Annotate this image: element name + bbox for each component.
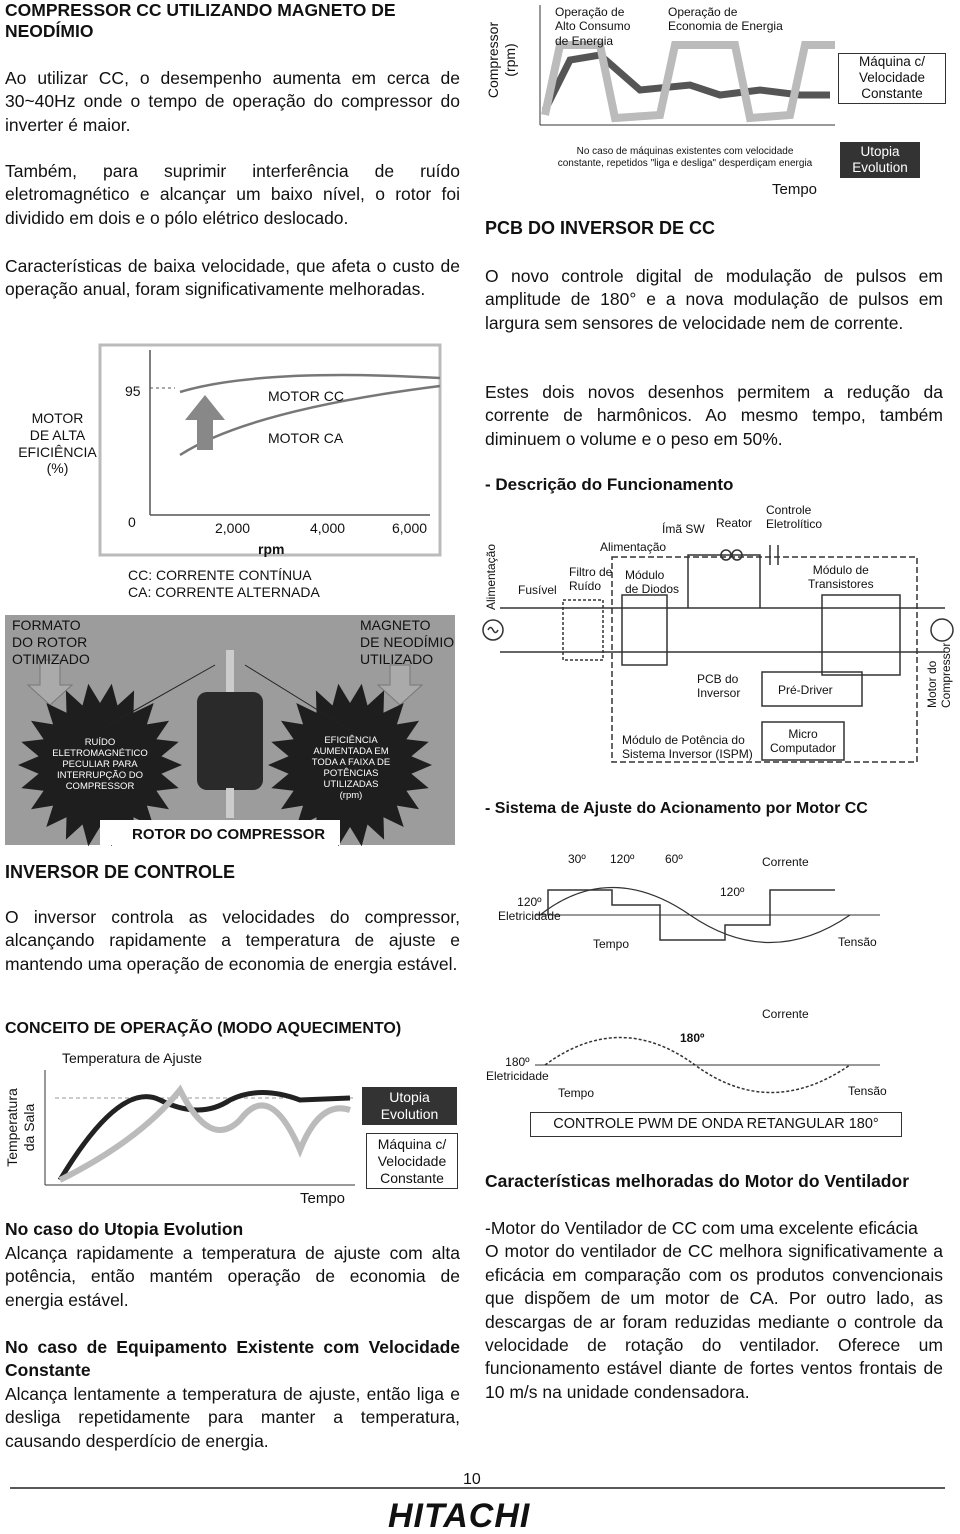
note: No caso de máquinas existentes com veloc… — [557, 146, 813, 169]
label: 120º Eletricidade — [498, 895, 561, 924]
label: 60º — [665, 852, 683, 866]
label: 120º — [610, 852, 635, 866]
series-label: MOTOR CA — [268, 430, 344, 446]
label: 180º — [680, 1031, 705, 1045]
paragraph: O inversor controla as velocidades do co… — [5, 907, 460, 974]
constant-curve — [58, 1084, 351, 1183]
label: Operação de Economia de Energia — [668, 5, 783, 34]
utopia-ribbon — [541, 51, 830, 112]
series-label: MOTOR CC — [268, 388, 344, 404]
brand: HITACHI — [388, 1497, 531, 1534]
paragraph: -Motor do Ventilador de CC com uma excel… — [485, 1218, 943, 1402]
label: Tempo — [593, 937, 630, 951]
paragraph: Ao utilizar CC, o desempenho aumenta em … — [5, 68, 460, 135]
tick-label: 2,000 — [215, 520, 251, 536]
x-label: Tempo — [300, 1190, 346, 1207]
label: Tempo — [558, 1086, 595, 1100]
constant-ribbon — [541, 41, 835, 123]
label: Micro Computador — [770, 727, 837, 756]
arrow — [26, 659, 74, 706]
burst-text: RUÍDO ELETROMAGNÉTICO PECULIAR PARA INTE… — [52, 737, 148, 792]
tag: Máquina c/ Velocidade Constante — [838, 53, 946, 104]
tick-label: 4,000 — [310, 520, 346, 536]
x-label: rpm — [258, 541, 285, 557]
y-label: Compressor (rpm) — [485, 21, 518, 99]
circuit — [482, 545, 954, 763]
label: Ímã SW — [662, 522, 705, 536]
tag: Utopia Evolution — [362, 1087, 457, 1125]
paragraph: Alcança rapidamente a temperatura de aju… — [5, 1243, 460, 1310]
label: 120º — [720, 885, 745, 899]
tick-label: 0 — [128, 514, 136, 530]
heading: No caso do Utopia Evolution — [5, 1219, 244, 1239]
arrow — [376, 664, 424, 706]
heading: - Descrição do Funcionamento — [485, 475, 734, 494]
label: Tensão — [838, 935, 877, 949]
page-number: 10 — [463, 1471, 481, 1488]
label: Corrente — [762, 1007, 809, 1021]
pointer — [244, 664, 351, 731]
legend: CA: CORRENTE ALTERNADA — [128, 584, 320, 600]
label: Tensão — [848, 1084, 887, 1098]
starburst — [268, 683, 432, 847]
shaft — [226, 650, 234, 695]
chart-frame — [98, 343, 442, 557]
paragraph: O novo controle digital de modulação de … — [485, 266, 943, 333]
shaft — [226, 788, 234, 818]
heading: - Sistema de Ajuste do Acionamento por M… — [485, 800, 868, 817]
burst-text: EFICIÊNCIA AUMENTADA EM TODA A FAIXA DE … — [311, 735, 391, 801]
label: Motor do Compressor — [925, 642, 954, 708]
label: MAGNETO DE NEODÍMIO UTILIZADO — [360, 617, 455, 667]
label: Fusível — [518, 583, 557, 597]
label: Temperatura de Ajuste — [62, 1050, 203, 1066]
starburst — [18, 683, 182, 847]
label: Pré-Driver — [778, 683, 833, 697]
label: FORMATO DO ROTOR OTIMIZADO — [12, 617, 90, 667]
label-box: CONTROLE PWM DE ONDA RETANGULAR 180° — [530, 1112, 902, 1138]
label: Alimentação — [600, 540, 667, 554]
y-label: MOTOR DE ALTA EFICIÊNCIA (%) — [18, 410, 97, 477]
label: Controle Eletrolítico — [766, 503, 823, 532]
paragraph: Características de baixa velocidade, que… — [5, 256, 460, 300]
heading: INVERSOR DE CONTROLE — [5, 862, 236, 882]
tick-label: 6,000 — [392, 520, 428, 536]
label: 180º Eletricidade — [486, 1055, 549, 1084]
cc-curve — [179, 373, 441, 394]
caption: ROTOR DO COMPRESSOR — [132, 826, 326, 843]
utopia-curve — [57, 1090, 351, 1182]
label: Módulo de Potência do Sistema Inversor (… — [622, 733, 753, 762]
label: Alimentação — [484, 543, 498, 610]
caption-bg — [100, 820, 340, 845]
heading: PCB DO INVERSOR DE CC — [485, 218, 716, 238]
legend: CC: CORRENTE CONTÍNUA — [128, 567, 312, 583]
tag: Utopia Evolution — [840, 142, 920, 179]
tag: Máquina c/ Velocidade Constante — [366, 1133, 458, 1190]
label: 30º — [568, 852, 586, 866]
paragraph: Estes dois novos desenhos permitem a red… — [485, 382, 943, 449]
label: Corrente — [762, 855, 809, 869]
label: Reator — [716, 516, 753, 530]
heading: CONCEITO DE OPERAÇÃO (MODO AQUECIMENTO) — [5, 1020, 402, 1037]
heading: COMPRESSOR CC UTILIZANDO MAGNETO DE NEOD… — [5, 0, 396, 41]
y-label: Temperatura da Sala — [4, 1088, 37, 1167]
tick-label: 95 — [125, 383, 141, 399]
label: PCB do Inversor — [697, 672, 741, 701]
paragraph: Alcança lentamente a temperatura de ajus… — [5, 1384, 460, 1451]
label: Módulo de Transistores — [808, 563, 874, 592]
label: Módulo de Diodos — [625, 568, 680, 597]
label: Filtro de Ruído — [569, 565, 613, 594]
arrow — [185, 395, 225, 450]
heading: No caso de Equipamento Existente com Vel… — [5, 1337, 460, 1381]
heading: Características melhoradas do Motor do V… — [485, 1171, 909, 1191]
rotor — [197, 692, 263, 790]
x-label: Tempo — [772, 181, 818, 198]
paragraph: Também, para suprimir interferência de r… — [5, 161, 460, 228]
pointer — [99, 664, 216, 731]
label: Operação de Alto Consumo de Energia — [555, 5, 631, 48]
